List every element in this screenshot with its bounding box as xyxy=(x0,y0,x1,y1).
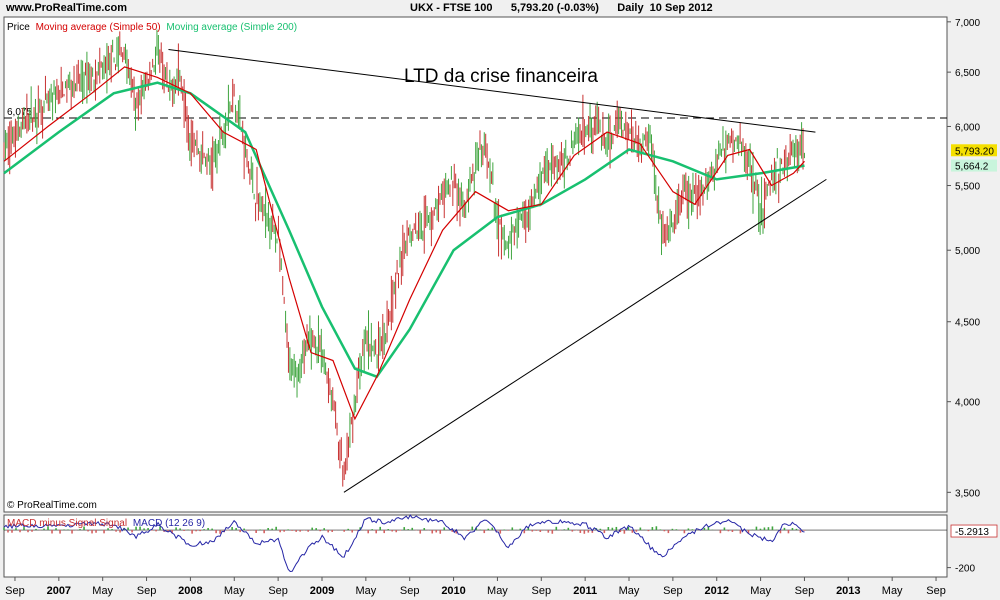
x-tick-label: Sep xyxy=(137,585,157,597)
x-tick-label: 2011 xyxy=(573,585,597,597)
svg-text:Price Moving average (Si: Price Moving average (Simple 50) Moving … xyxy=(7,22,297,33)
y-tick-label: 5,500 xyxy=(955,182,980,193)
macd-legend: MACD minus Signal Signal MACD (12 26 9) xyxy=(7,518,205,529)
x-tick-label: May xyxy=(224,585,245,597)
trendline-lta xyxy=(343,178,827,493)
last-price-box xyxy=(951,144,997,157)
trendlines xyxy=(168,49,827,493)
instrument-info: UKX - FTSE 100 5,793.20 (-0.03%) Daily 1… xyxy=(410,2,713,14)
x-tick-label: 2013 xyxy=(836,585,860,597)
reference-line-label: 6,075 xyxy=(7,107,32,118)
x-tick-label: May xyxy=(619,585,640,597)
last-price-label: 5,793.20 xyxy=(955,146,994,157)
legend-ma200: Moving average (Simple 200) xyxy=(166,22,297,33)
x-axis: Sep 2007 May Sep 2008 May Sep 2009 May Sep 2010 May… xyxy=(5,577,946,597)
instrument-name: UKX - FTSE 100 xyxy=(410,2,493,14)
macd-y-axis: -200 xyxy=(947,564,975,575)
legend-ma50: Moving average (Simple 50) xyxy=(36,22,161,33)
y-tick-label: 4,500 xyxy=(955,318,980,329)
x-tick-label: Sep xyxy=(268,585,288,597)
y-tick-label: 6,000 xyxy=(955,122,980,133)
macd-line-legend: MACD (12 26 9) xyxy=(133,518,205,529)
x-tick-label: May xyxy=(750,585,771,597)
macd-last-label: -5.2913 xyxy=(955,527,989,538)
macd-last-box xyxy=(950,524,998,538)
chart-period: Daily 10 Sep 2012 xyxy=(617,2,713,14)
price-y-axis: 7,000 6,500 6,000 5,500 5,000 4,500 4,000 3,500 xyxy=(947,18,980,499)
y-tick-label: 4,000 xyxy=(955,398,980,409)
x-tick-label: Sep xyxy=(926,585,946,597)
reference-line-group: 6,075 xyxy=(4,107,947,119)
ltd-annotation: LTD da crise financeira xyxy=(404,66,598,87)
site-name[interactable]: www.ProRealTime.com xyxy=(6,2,128,14)
price-panel[interactable] xyxy=(3,16,948,513)
ma50-line xyxy=(3,66,805,421)
legend-price: Price xyxy=(7,22,30,33)
ma200-badge: 5,664.2 xyxy=(951,159,997,173)
x-tick-label: Sep xyxy=(795,585,815,597)
y-tick-label: 5,000 xyxy=(955,246,980,257)
x-tick-label: May xyxy=(92,585,113,597)
macd-histogram xyxy=(3,526,806,534)
y-tick-label: 3,500 xyxy=(955,488,980,499)
x-tick-label: Sep xyxy=(532,585,552,597)
copyright: © ProRealTime.com xyxy=(7,500,97,511)
x-tick-label: 2008 xyxy=(178,585,202,597)
x-tick-label: Sep xyxy=(5,585,25,597)
macd-last-badge: -5.2913 xyxy=(950,524,998,538)
x-tick-label: May xyxy=(487,585,508,597)
x-tick-label: Sep xyxy=(400,585,420,597)
x-tick-label: May xyxy=(355,585,376,597)
macd-y-tick-label: -200 xyxy=(955,564,975,575)
macd-line xyxy=(3,514,805,573)
x-tick-label: 2007 xyxy=(47,585,71,597)
y-tick-label: 6,500 xyxy=(955,68,980,79)
price-legend: Price Moving average (Simple 50) Moving … xyxy=(7,22,297,33)
x-tick-label: 2009 xyxy=(310,585,334,597)
last-price-badge: 5,793.20 xyxy=(951,144,997,157)
ma200-line xyxy=(3,81,805,379)
x-tick-label: May xyxy=(882,585,903,597)
chart-header: www.ProRealTime.com UKX - FTSE 100 5,793… xyxy=(0,0,1000,16)
x-tick-label: 2012 xyxy=(704,585,728,597)
ma200-value-box xyxy=(951,159,997,172)
ma200-value-label: 5,664.2 xyxy=(955,162,989,173)
trendline-ltd xyxy=(168,49,816,133)
x-tick-label: 2010 xyxy=(441,585,465,597)
price-change: 5,793.20 (-0.03%) xyxy=(510,2,599,14)
y-tick-label: 7,000 xyxy=(955,18,980,29)
macd-hist-legend: MACD minus Signal Signal xyxy=(7,518,127,529)
x-tick-label: Sep xyxy=(663,585,683,597)
